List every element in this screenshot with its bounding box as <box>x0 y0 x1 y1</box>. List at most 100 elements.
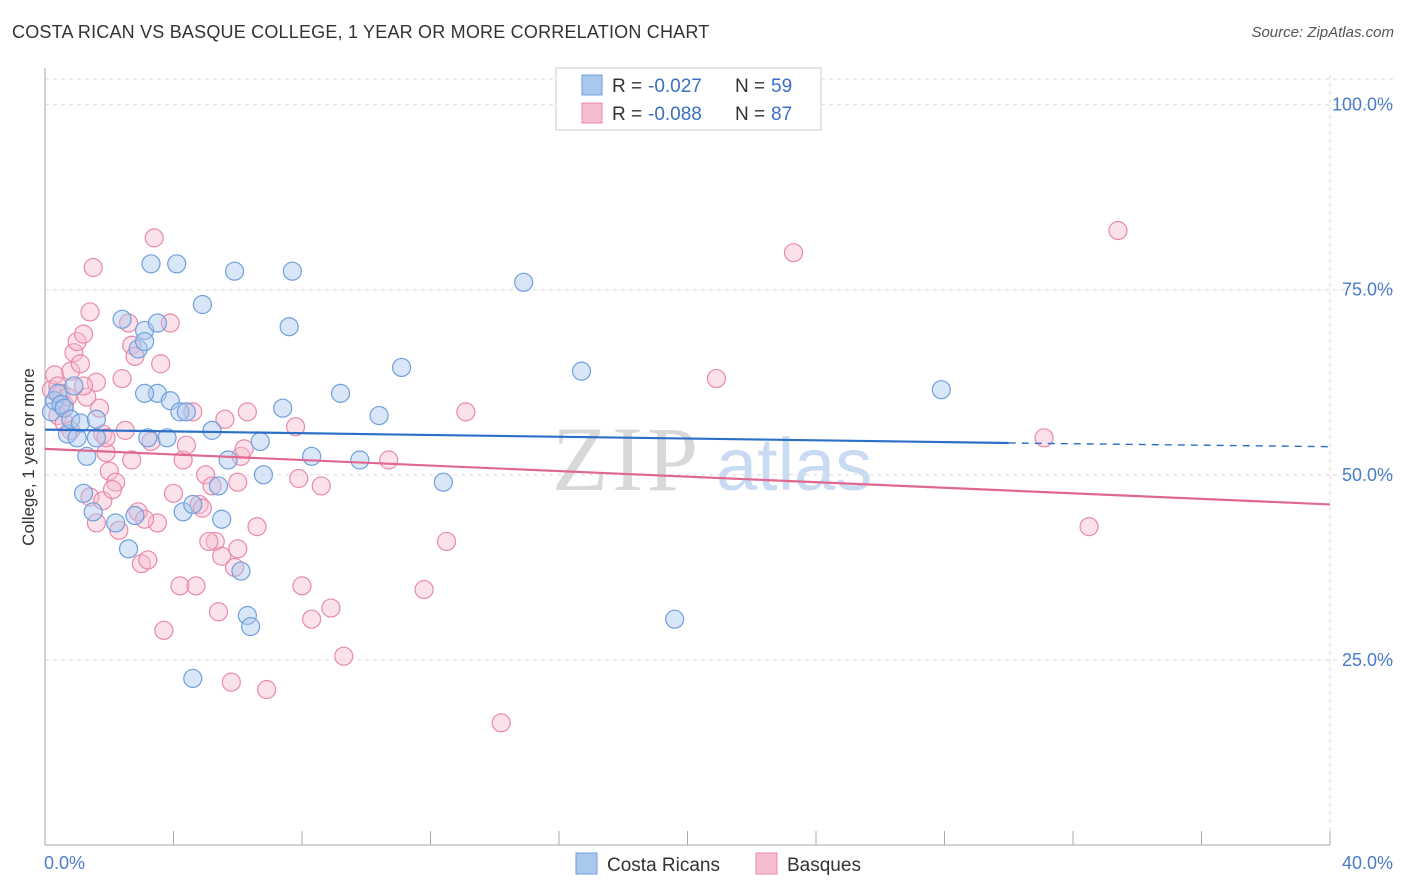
axes <box>44 68 1331 846</box>
costa-ricans-point-39 <box>250 431 270 452</box>
basques-point-11 <box>80 302 100 322</box>
basques-point-30 <box>138 550 158 570</box>
y-tick-label-1: 50.0% <box>1342 465 1393 485</box>
costa-ricans-point-19 <box>134 331 155 352</box>
tick-labels: 25.0% 50.0% 75.0% 100.0% 0.0% 40.0% <box>44 95 1393 873</box>
legend-n-label-pink: N = <box>735 104 765 125</box>
costa-ricans-point-51 <box>571 361 592 381</box>
basques-point-15 <box>90 398 110 418</box>
watermark-zip: ZIP <box>552 408 702 510</box>
basques-point-37 <box>163 483 184 503</box>
basques-point-20 <box>93 491 113 511</box>
costa-ricans-point-11 <box>86 428 107 448</box>
basques-point-13 <box>86 372 107 392</box>
basques-point-62 <box>334 646 354 666</box>
basques-point-5 <box>57 387 78 407</box>
basques-point-24 <box>112 368 132 389</box>
bottom-legend-swatch-pink <box>755 852 778 875</box>
basques-point-78 <box>228 539 248 559</box>
basques-point-38 <box>170 576 190 596</box>
basques-point-14 <box>77 387 97 407</box>
basques-point-53 <box>237 402 257 422</box>
basques-point-12 <box>83 257 103 278</box>
y-axis-label: College, 1 year or more <box>19 368 38 546</box>
basques-point-48 <box>215 409 235 429</box>
basques-point-58 <box>292 576 312 596</box>
basques-point-32 <box>144 228 164 248</box>
basques-point-59 <box>302 609 322 629</box>
costa-ricans-point-41 <box>273 398 293 418</box>
basques-point-41 <box>189 494 209 515</box>
costa-ricans-point-34 <box>218 450 238 470</box>
legend: R = -0.027 N = 59 R = -0.088 N = 87 <box>555 67 822 131</box>
costa-ricans-point-50 <box>514 272 534 292</box>
costa-ricans-point-46 <box>350 450 370 470</box>
basques-point-47 <box>212 546 232 566</box>
trend-lines <box>44 428 1331 506</box>
costa-ricans-trend-line <box>44 428 1009 445</box>
costa-ricans-point-29 <box>183 494 203 515</box>
basques-point-42 <box>192 498 213 518</box>
basques-point-67 <box>491 713 511 733</box>
costa-ricans-point-30 <box>192 294 213 315</box>
costa-ricans-point-32 <box>208 476 229 496</box>
basques-point-79 <box>134 509 155 529</box>
legend-n-value-pink: 87 <box>771 104 792 125</box>
basques-point-54 <box>247 517 267 537</box>
costa-ricans-point-58 <box>64 376 84 396</box>
x-tick-label-0: 0.0% <box>44 853 85 873</box>
basques-point-7 <box>64 343 84 363</box>
basques-point-61 <box>321 598 341 618</box>
basques-point-19 <box>86 513 107 533</box>
legend-n-label-blue: N = <box>735 76 765 97</box>
basques-point-8 <box>67 331 87 352</box>
basques-trend-line <box>44 447 1331 506</box>
basques-point-52 <box>234 439 254 459</box>
basques-point-55 <box>257 679 277 700</box>
costa-ricans-point-54 <box>112 309 132 329</box>
source-label: Source: ZipAtlas.com <box>1251 24 1394 41</box>
basques-point-49 <box>221 672 241 692</box>
costa-ricans-points <box>41 254 951 689</box>
costa-ricans-point-16 <box>125 505 145 526</box>
costa-ricans-point-35 <box>224 261 245 281</box>
basques-point-10 <box>73 324 94 344</box>
bottom-legend: Costa Ricans Basques <box>575 852 861 876</box>
basques-point-70 <box>1034 428 1054 448</box>
basques-point-31 <box>141 431 161 452</box>
basques-point-68 <box>706 368 727 389</box>
x-tick-label-1: 40.0% <box>1342 853 1393 873</box>
costa-ricans-point-33 <box>212 509 232 529</box>
watermark: ZIP atlas <box>552 408 872 510</box>
costa-ricans-point-24 <box>160 391 180 411</box>
costa-ricans-point-8 <box>70 413 90 433</box>
basques-point-21 <box>99 461 119 481</box>
costa-ricans-point-10 <box>86 409 107 429</box>
costa-ricans-point-3 <box>51 394 71 415</box>
legend-r-label-blue: R = <box>612 76 642 97</box>
costa-ricans-point-45 <box>330 383 351 403</box>
basques-point-33 <box>147 513 168 533</box>
bottom-legend-swatch-blue <box>575 852 598 875</box>
basques-point-56 <box>285 417 306 437</box>
costa-ricans-point-44 <box>302 446 322 466</box>
costa-ricans-point-0 <box>41 402 62 422</box>
costa-ricans-point-31 <box>202 420 222 440</box>
basques-point-85 <box>73 376 94 396</box>
legend-r-label-pink: R = <box>612 104 642 125</box>
basques-point-72 <box>1108 220 1128 241</box>
costa-ricans-point-28 <box>176 402 196 422</box>
basques-point-66 <box>456 402 476 422</box>
basques-point-65 <box>436 531 457 552</box>
costa-ricans-point-55 <box>167 254 187 274</box>
costa-ricans-point-21 <box>147 313 168 333</box>
costa-ricans-point-23 <box>134 383 155 403</box>
basques-point-83 <box>186 576 206 596</box>
basques-point-71 <box>1079 517 1099 537</box>
basques-point-86 <box>122 450 142 470</box>
costa-ricans-point-7 <box>67 428 87 448</box>
y-tick-label-2: 75.0% <box>1342 280 1393 300</box>
basques-point-34 <box>151 354 171 374</box>
costa-ricans-point-13 <box>83 502 103 522</box>
basques-point-69 <box>783 243 804 263</box>
